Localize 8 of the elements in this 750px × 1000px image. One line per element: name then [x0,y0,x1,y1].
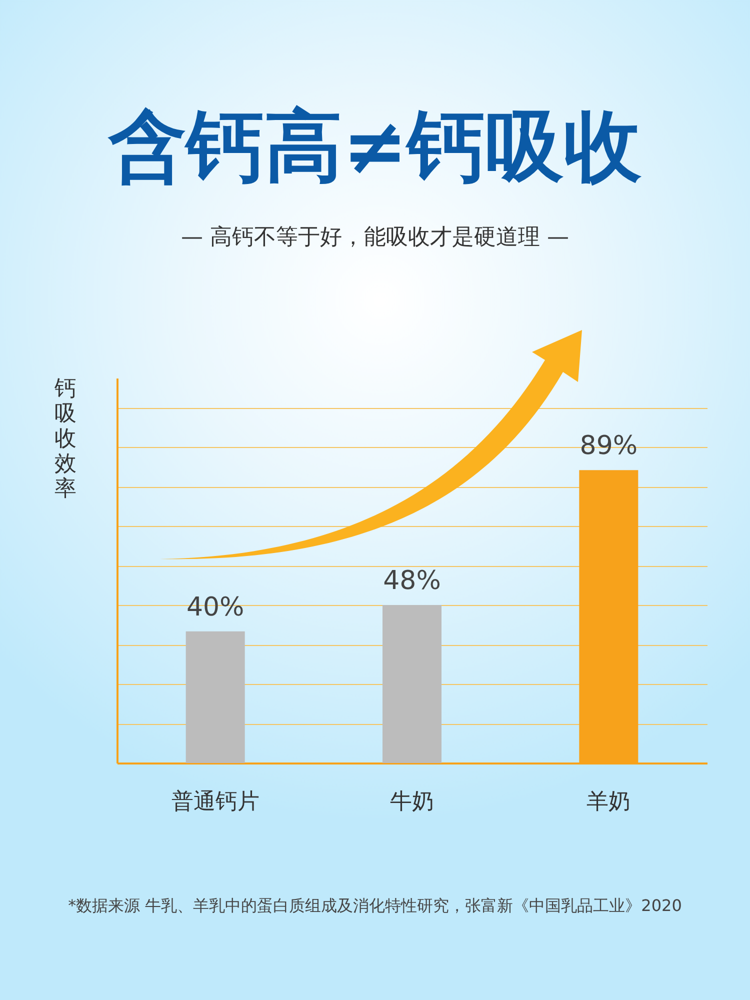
chart-subtitle: — 高钙不等于好，能吸收才是硬道理 — [180,224,570,252]
chart-title: 含钙高≠钙吸收 [106,101,643,194]
x-tick-label: 普通钙片 [171,790,260,814]
text: *数据来源 牛乳、羊乳中的蛋白质组成及消化特性研究，张富新《中国乳品工业》2020 [67,896,683,917]
x-tick-label: 羊奶 [586,790,631,814]
y-axis-title: 钙吸收效率 [54,376,76,502]
x-tick-label: 牛奶 [390,790,434,814]
data-label: 48% [383,566,441,596]
